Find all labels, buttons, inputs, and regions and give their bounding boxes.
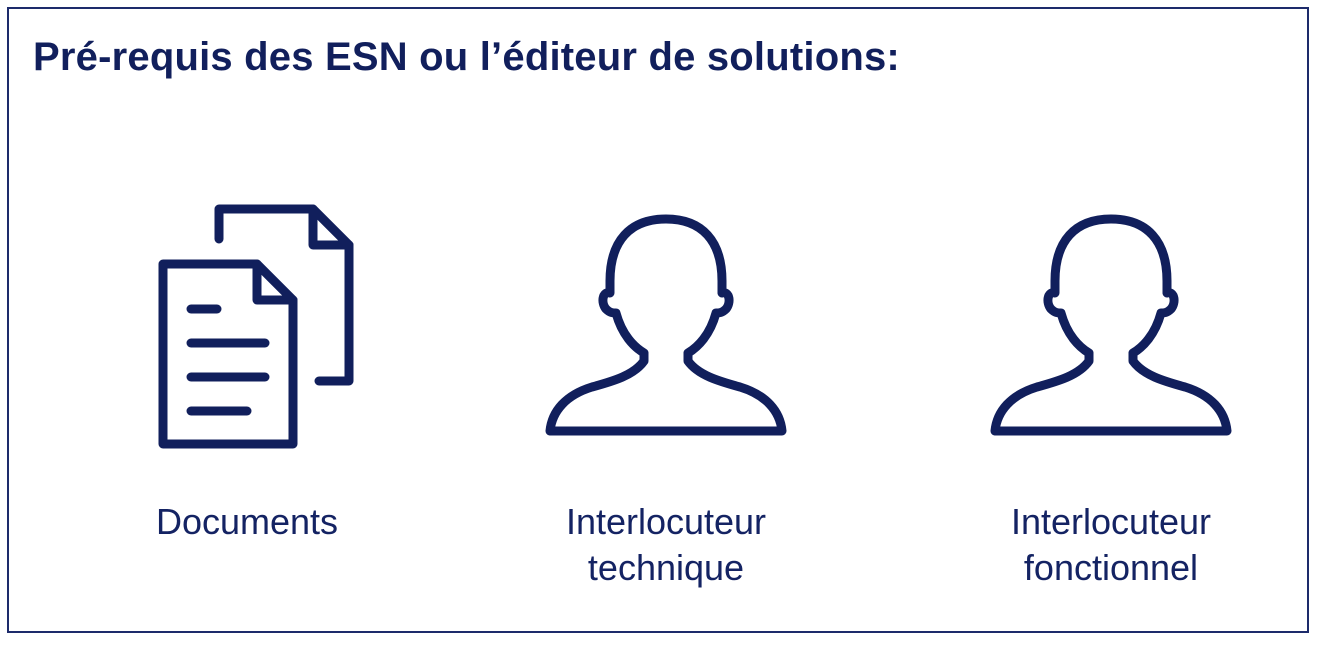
item-label-line: technique (587, 547, 745, 588)
page-title: Pré-requis des ESN ou l’éditeur de solut… (33, 35, 900, 79)
item-label: Documents (87, 499, 407, 545)
item-interlocuteur-technique: Interlocuteur technique (506, 199, 826, 599)
item-label-line: Documents (155, 501, 339, 542)
item-label: Interlocuteur fonctionnel (951, 499, 1271, 591)
item-label-line: Interlocuteur (565, 501, 767, 542)
item-label: Interlocuteur technique (506, 499, 826, 591)
item-documents: Documents (87, 199, 407, 599)
person-icon (545, 214, 787, 436)
item-label-line: fonctionnel (1023, 547, 1199, 588)
diagram-frame: Pré-requis des ESN ou l’éditeur de solut… (7, 7, 1309, 633)
person-icon (990, 214, 1232, 436)
item-interlocuteur-fonctionnel: Interlocuteur fonctionnel (951, 199, 1271, 599)
item-label-line: Interlocuteur (1010, 501, 1212, 542)
documents-icon (158, 204, 354, 449)
